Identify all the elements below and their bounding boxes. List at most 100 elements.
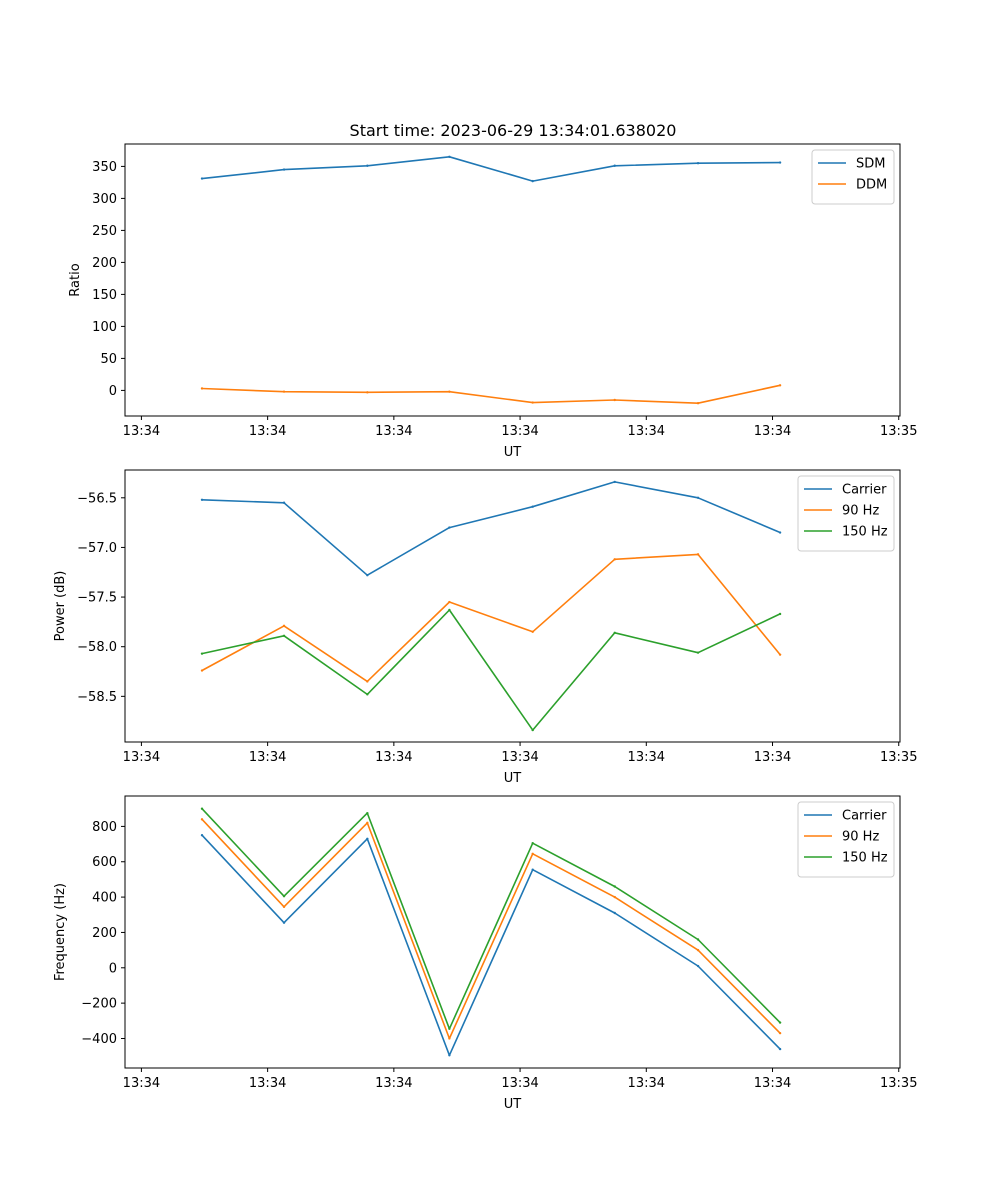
data-point [531, 179, 534, 183]
series-line-150-hz [201, 609, 781, 731]
legend-label: 90 Hz [842, 504, 879, 519]
data-point [200, 818, 204, 821]
y-tick-label: −58.5 [77, 690, 117, 705]
y-tick-label: −58.0 [77, 640, 117, 655]
legend-label: SDM [856, 157, 885, 172]
panels: 13:34 13:34 13:34 13:34 13:34 13:34 13:35 0 50 10… [53, 143, 917, 1112]
data-point [613, 558, 616, 561]
x-tick-label: 13:34 [754, 1076, 791, 1091]
y-tick-label: 200 [92, 926, 117, 941]
data-point [366, 693, 369, 696]
panel-2: 13:34 13:34 13:34 13:34 13:34 13:34 13:35 −58.5… [53, 469, 917, 786]
data-point [696, 162, 700, 165]
data-point [366, 164, 369, 167]
x-tick-label: 13:34 [501, 424, 538, 439]
x-tick-label: 13:34 [375, 750, 412, 765]
data-point [282, 634, 286, 637]
x-tick-label: 13:35 [880, 1076, 917, 1091]
legend-box [797, 801, 895, 878]
legend-label: Carrier [842, 483, 887, 498]
x-axis-label: UT [504, 445, 522, 460]
data-point [531, 401, 534, 404]
y-tick-label: 200 [92, 256, 117, 271]
x-axis-label: UT [504, 1097, 522, 1112]
data-point [200, 177, 204, 180]
data-point [282, 624, 286, 628]
data-point [613, 164, 616, 167]
data-point [366, 391, 369, 394]
legend-box [797, 475, 895, 552]
y-tick-label: 0 [109, 384, 117, 399]
data-point [696, 553, 700, 556]
x-tick-label: 13:34 [249, 424, 286, 439]
data-point [613, 911, 616, 915]
data-point [613, 631, 616, 635]
data-point [778, 1047, 782, 1051]
data-point [448, 600, 451, 604]
x-tick-label: 13:35 [880, 750, 917, 765]
x-tick-label: 13:34 [628, 1076, 665, 1091]
x-tick-label: 13:34 [375, 1076, 412, 1091]
data-point [778, 612, 782, 616]
x-tick-label: 13:34 [249, 1076, 286, 1091]
data-point [366, 680, 369, 683]
legend-label: Carrier [842, 809, 887, 824]
data-point [200, 498, 204, 501]
data-point [531, 841, 534, 845]
y-tick-label: −57.0 [77, 541, 117, 556]
x-tick-label: 13:34 [123, 424, 160, 439]
y-tick-label: 0 [109, 961, 117, 976]
y-axis-label: Frequency (Hz) [53, 883, 68, 981]
data-point [366, 811, 369, 815]
data-point [531, 852, 534, 855]
series-line-90-hz [201, 818, 781, 1040]
x-tick-label: 13:34 [123, 750, 160, 765]
x-tick-label: 13:34 [628, 750, 665, 765]
y-tick-label: −56.5 [77, 491, 117, 506]
data-point [200, 652, 204, 655]
data-point [613, 398, 616, 402]
data-point [778, 1021, 782, 1024]
x-tick-label: 13:34 [628, 424, 665, 439]
data-point [366, 821, 369, 825]
data-point [200, 387, 204, 390]
legend: Carrier 90 Hz 150 Hz [797, 801, 895, 878]
data-point [613, 895, 616, 899]
data-point [282, 895, 286, 898]
y-tick-label: 800 [92, 820, 117, 835]
data-point [531, 505, 534, 508]
data-point [448, 608, 451, 612]
series-line-150-hz [201, 808, 781, 1030]
data-point [448, 155, 451, 158]
y-tick-label: −200 [81, 997, 117, 1012]
data-point [200, 834, 204, 837]
data-point [613, 480, 616, 484]
data-point [696, 402, 700, 405]
legend: SDM DDM [811, 149, 895, 205]
series-line-carrier [201, 834, 781, 1057]
data-point [448, 1054, 451, 1057]
y-tick-label: 50 [100, 352, 117, 367]
series-line-sdm [201, 156, 781, 182]
plot-frame [124, 143, 901, 417]
data-point [282, 390, 286, 393]
panel-1: 13:34 13:34 13:34 13:34 13:34 13:34 13:35 0 50 10… [68, 143, 917, 460]
data-point [282, 905, 286, 909]
x-tick-label: 13:34 [249, 750, 286, 765]
data-point [448, 1037, 451, 1040]
data-point [696, 938, 700, 941]
legend-label: 150 Hz [842, 525, 888, 540]
data-point [448, 1027, 451, 1030]
data-point [282, 501, 286, 504]
plot-frame [124, 469, 901, 743]
data-point [282, 921, 286, 924]
data-point [531, 630, 534, 634]
y-tick-label: 100 [92, 320, 117, 335]
y-tick-label: 150 [92, 288, 117, 303]
data-point [531, 868, 534, 871]
x-tick-label: 13:34 [123, 1076, 160, 1091]
legend-label: 90 Hz [842, 830, 879, 845]
data-point [282, 168, 286, 171]
legend: Carrier 90 Hz 150 Hz [797, 475, 895, 552]
data-point [366, 837, 369, 840]
